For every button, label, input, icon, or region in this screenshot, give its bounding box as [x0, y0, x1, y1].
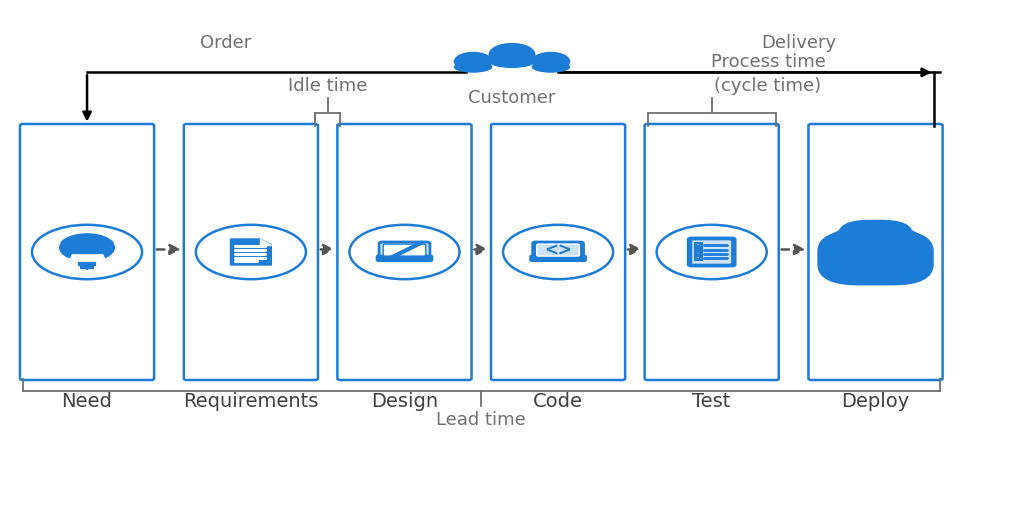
FancyBboxPatch shape: [338, 125, 471, 380]
Circle shape: [32, 225, 142, 280]
Text: Test: Test: [692, 391, 731, 411]
FancyBboxPatch shape: [537, 244, 580, 257]
Text: Process time
(cycle time): Process time (cycle time): [711, 53, 825, 94]
FancyBboxPatch shape: [818, 231, 933, 285]
Ellipse shape: [531, 62, 570, 74]
Circle shape: [503, 225, 613, 280]
Circle shape: [196, 225, 306, 280]
FancyBboxPatch shape: [383, 244, 426, 257]
FancyBboxPatch shape: [809, 125, 942, 380]
Text: Order: Order: [200, 34, 251, 52]
FancyBboxPatch shape: [645, 125, 778, 380]
Circle shape: [488, 44, 536, 67]
Text: Customer: Customer: [468, 88, 556, 107]
Bar: [695, 257, 702, 260]
Circle shape: [59, 234, 115, 262]
Text: Requirements: Requirements: [183, 391, 318, 411]
Text: Lead time: Lead time: [436, 411, 526, 429]
FancyBboxPatch shape: [691, 240, 732, 265]
Circle shape: [656, 225, 767, 280]
Circle shape: [820, 225, 931, 280]
FancyBboxPatch shape: [184, 125, 317, 380]
Polygon shape: [260, 239, 271, 245]
FancyBboxPatch shape: [379, 242, 430, 259]
Bar: [695, 248, 702, 251]
Polygon shape: [230, 239, 271, 266]
Circle shape: [531, 53, 570, 72]
Bar: [695, 252, 702, 256]
Bar: [695, 243, 702, 247]
Ellipse shape: [454, 62, 493, 74]
Text: Code: Code: [534, 391, 583, 411]
FancyBboxPatch shape: [839, 221, 912, 268]
FancyBboxPatch shape: [492, 125, 625, 380]
FancyBboxPatch shape: [532, 242, 584, 259]
FancyBboxPatch shape: [530, 256, 586, 262]
Ellipse shape: [488, 55, 536, 69]
Text: Idle time: Idle time: [288, 76, 368, 94]
Circle shape: [349, 225, 460, 280]
FancyBboxPatch shape: [20, 125, 155, 380]
Polygon shape: [61, 234, 113, 262]
FancyBboxPatch shape: [377, 256, 432, 262]
Circle shape: [454, 53, 493, 72]
Text: Design: Design: [371, 391, 438, 411]
Text: Deploy: Deploy: [842, 391, 909, 411]
FancyBboxPatch shape: [688, 238, 735, 267]
Text: Delivery: Delivery: [761, 34, 837, 52]
Text: <>: <>: [544, 241, 572, 259]
Text: Need: Need: [61, 391, 113, 411]
